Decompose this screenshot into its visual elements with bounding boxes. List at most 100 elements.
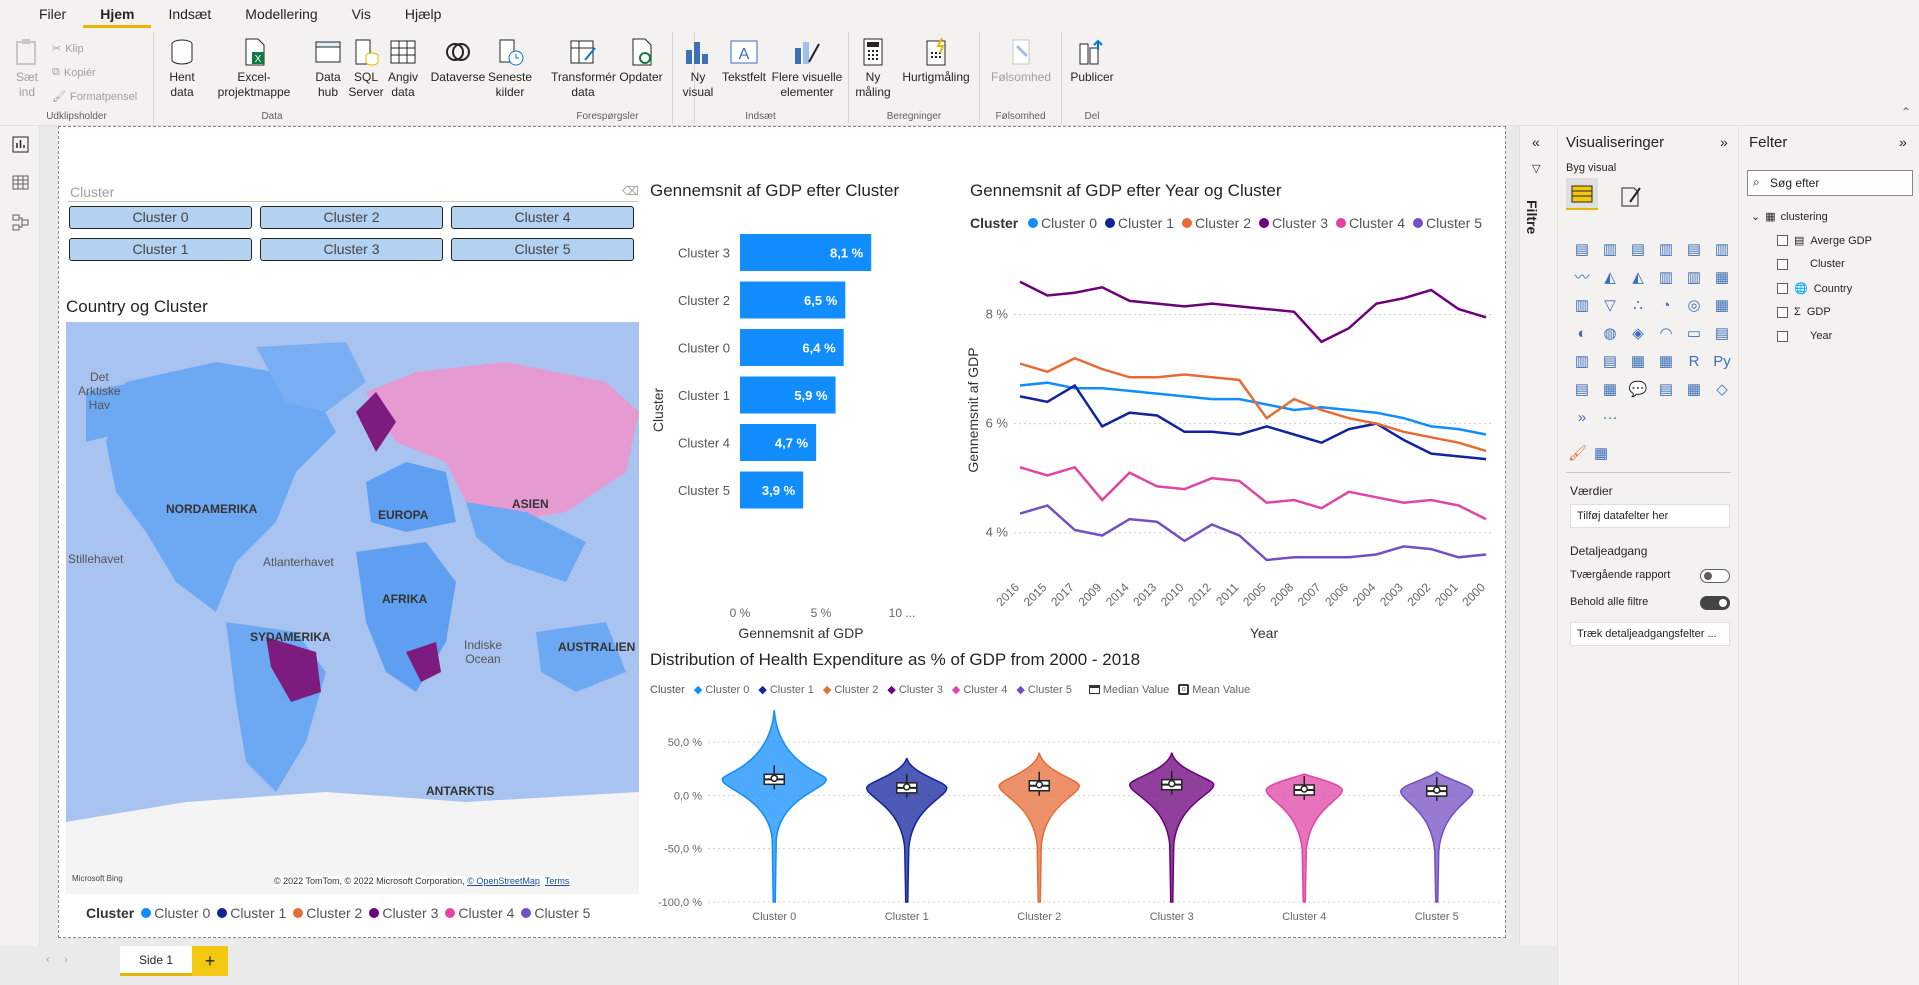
map-legend-item[interactable]: Cluster 1 (217, 905, 286, 921)
datahub-button[interactable]: Data hub (309, 36, 347, 100)
sql-button[interactable]: SQL Server (348, 36, 384, 100)
quick-measure-button[interactable]: Hurtigmåling (897, 36, 975, 85)
collapse-ribbon-icon[interactable]: ⌃ (1900, 105, 1911, 119)
enter-data-button[interactable]: Angiv data (384, 36, 422, 100)
card-visual-icon[interactable]: ▭ (1686, 325, 1702, 342)
values-drop-zone[interactable]: Tilføj datafelter her (1570, 504, 1730, 528)
violin-legend-item[interactable]: o Mean Value (1178, 684, 1250, 696)
menu-file[interactable]: Filer (39, 6, 67, 22)
map-legend-item[interactable]: Cluster 4 (445, 905, 514, 921)
expand-right-icon[interactable]: » (1720, 134, 1728, 150)
map-legend-item[interactable]: Cluster 0 (141, 905, 210, 921)
funnel-visual-icon[interactable]: ▽ (1604, 297, 1616, 314)
field-year[interactable]: Year (1777, 330, 1832, 342)
slicer-button-cluster-0[interactable]: Cluster 0 (69, 206, 252, 229)
map-legend-item[interactable]: Cluster 5 (521, 905, 590, 921)
report-view-icon[interactable] (12, 136, 29, 153)
power-automate-visual-icon[interactable]: » (1577, 409, 1587, 426)
kpi-visual-icon[interactable]: ▥ (1574, 353, 1590, 370)
table-visual-icon[interactable]: ▦ (1630, 353, 1646, 370)
field-checkbox[interactable] (1777, 235, 1788, 246)
python-visual-visual-icon[interactable]: Py (1713, 353, 1731, 370)
table-clustering[interactable]: ⌄ ▦ clustering (1751, 210, 1828, 224)
collapse-left-icon[interactable]: « (1532, 134, 1540, 150)
stacked-area-visual-icon[interactable]: ◭ (1632, 269, 1644, 286)
cut-button[interactable]: ✂ Klip (52, 42, 84, 56)
refresh-button[interactable]: Opdater (617, 36, 665, 85)
violin-legend-item[interactable]: Median Value (1088, 684, 1169, 696)
gauge-visual-icon[interactable]: ◠ (1659, 325, 1673, 342)
violin-legend-item[interactable]: ◆ Cluster 4 (952, 683, 1008, 697)
key-influencers-visual-icon[interactable]: ▤ (1574, 381, 1590, 398)
slicer-button-cluster-5[interactable]: Cluster 5 (451, 238, 634, 261)
slicer-button-cluster-2[interactable]: Cluster 2 (260, 206, 443, 229)
scatter-visual-icon[interactable]: ∴ (1633, 297, 1643, 314)
osm-link[interactable]: © OpenStreetMap (467, 876, 540, 886)
format-visual-tab[interactable] (1616, 180, 1646, 210)
field-checkbox[interactable] (1777, 306, 1788, 318)
qa-visual-icon[interactable]: 💬 (1628, 381, 1648, 398)
slicer-button-cluster-4[interactable]: Cluster 4 (451, 206, 634, 229)
decomposition-tree-visual-icon[interactable]: ▦ (1602, 381, 1618, 398)
violin-legend-item[interactable]: ◆ Cluster 1 (758, 683, 814, 697)
map-legend-item[interactable]: Cluster 3 (369, 905, 438, 921)
copy-button[interactable]: ⧉ Kopiér (52, 66, 96, 79)
field-checkbox[interactable] (1777, 330, 1788, 342)
azure-map-visual-icon[interactable]: ◈ (1632, 325, 1644, 342)
more-visual-icon[interactable]: ··· (1602, 409, 1618, 426)
publish-button[interactable]: Publicer (1070, 36, 1114, 85)
format-painter-button[interactable]: 🖌 Formatpensel (52, 90, 137, 104)
bar-chart[interactable]: Cluster 3 8,1 % Cluster 2 6,5 % Cluster 0 6,4… (648, 210, 968, 645)
fields-search-input[interactable]: Søg efter (1747, 170, 1913, 196)
drillthrough-drop-zone[interactable]: Træk detaljeadgangsfelter ... (1570, 622, 1730, 646)
violin-chart[interactable]: 50,0 % 0,0 % -50,0 % -100,0 % Cluster 0 Clust… (648, 710, 1506, 930)
more-visuals-button[interactable]: Flere visuelle elementer (769, 36, 845, 100)
field-gdp[interactable]: Σ GDP (1777, 306, 1831, 318)
build-visual-tab[interactable] (1566, 178, 1598, 210)
field-country[interactable]: 🌐 Country (1777, 282, 1852, 295)
violin-legend-item[interactable]: ◆ Cluster 2 (823, 683, 879, 697)
menu-insert[interactable]: Indsæt (168, 6, 212, 22)
filled-map-visual-icon[interactable]: ◍ (1603, 325, 1617, 342)
map-visual[interactable]: Det Arktiske Hav NORDAMERIKA EUROPA ASIE… (66, 322, 639, 894)
line-visual-icon[interactable]: 〰 (1574, 269, 1590, 286)
stacked-bar-visual-icon[interactable]: ▤ (1574, 241, 1590, 258)
violin-legend-item[interactable]: ◆ Cluster 5 (1016, 683, 1072, 697)
new-measure-button[interactable]: Ny måling (855, 36, 891, 100)
clustered-column-visual-icon[interactable]: ▥ (1658, 241, 1674, 258)
ribbon-visual-icon[interactable]: ▦ (1714, 269, 1730, 286)
cross-report-toggle[interactable] (1700, 569, 1730, 583)
line-column-visual-icon[interactable]: ▥ (1658, 269, 1674, 286)
slicer-button-cluster-1[interactable]: Cluster 1 (69, 238, 252, 261)
filters-pane[interactable]: « ▽ Filtre (1519, 126, 1557, 946)
narrative-visual-icon[interactable]: ▤ (1658, 381, 1674, 398)
r-visual-visual-icon[interactable]: R (1688, 353, 1700, 370)
terms-link[interactable]: Terms (544, 876, 570, 886)
page-tab-side-1[interactable]: Side 1 (120, 946, 192, 976)
field-cluster[interactable]: Cluster (1777, 258, 1845, 270)
add-page-button[interactable]: + (192, 946, 228, 976)
field-checkbox[interactable] (1777, 258, 1788, 270)
prev-page-icon[interactable]: ‹ (46, 954, 50, 966)
violin-legend-item[interactable]: ◆ Cluster 3 (887, 683, 943, 697)
field-averge-gdp[interactable]: ▤ Averge GDP (1777, 234, 1872, 247)
power-apps-visual-icon[interactable]: ◇ (1716, 381, 1728, 398)
treemap-visual-icon[interactable]: ▦ (1714, 297, 1730, 314)
stacked-column-visual-icon[interactable]: ▥ (1602, 241, 1618, 258)
slicer-button-cluster-3[interactable]: Cluster 3 (260, 238, 443, 261)
recent-sources-button[interactable]: Seneste kilder (488, 36, 532, 100)
expand-right-icon[interactable]: » (1899, 134, 1907, 150)
menu-help[interactable]: Hjælp (404, 6, 442, 22)
menu-view[interactable]: Vis (351, 6, 371, 22)
paginated-visual-icon[interactable]: ▦ (1686, 381, 1702, 398)
excel-button[interactable]: X Excel-projektmappe (204, 36, 304, 100)
clustered-bar-visual-icon[interactable]: ▤ (1630, 241, 1646, 258)
model-view-icon[interactable] (12, 214, 29, 231)
waterfall-visual-icon[interactable]: ▥ (1574, 297, 1590, 314)
keep-filters-toggle[interactable] (1700, 596, 1730, 610)
map-legend-item[interactable]: Cluster 2 (293, 905, 362, 921)
get-data-button[interactable]: Hent data (162, 36, 202, 100)
100-bar-visual-icon[interactable]: ▤ (1686, 241, 1702, 258)
line-cluster-visual-icon[interactable]: ▥ (1686, 269, 1702, 286)
donut-visual-icon[interactable]: ◎ (1687, 297, 1701, 314)
